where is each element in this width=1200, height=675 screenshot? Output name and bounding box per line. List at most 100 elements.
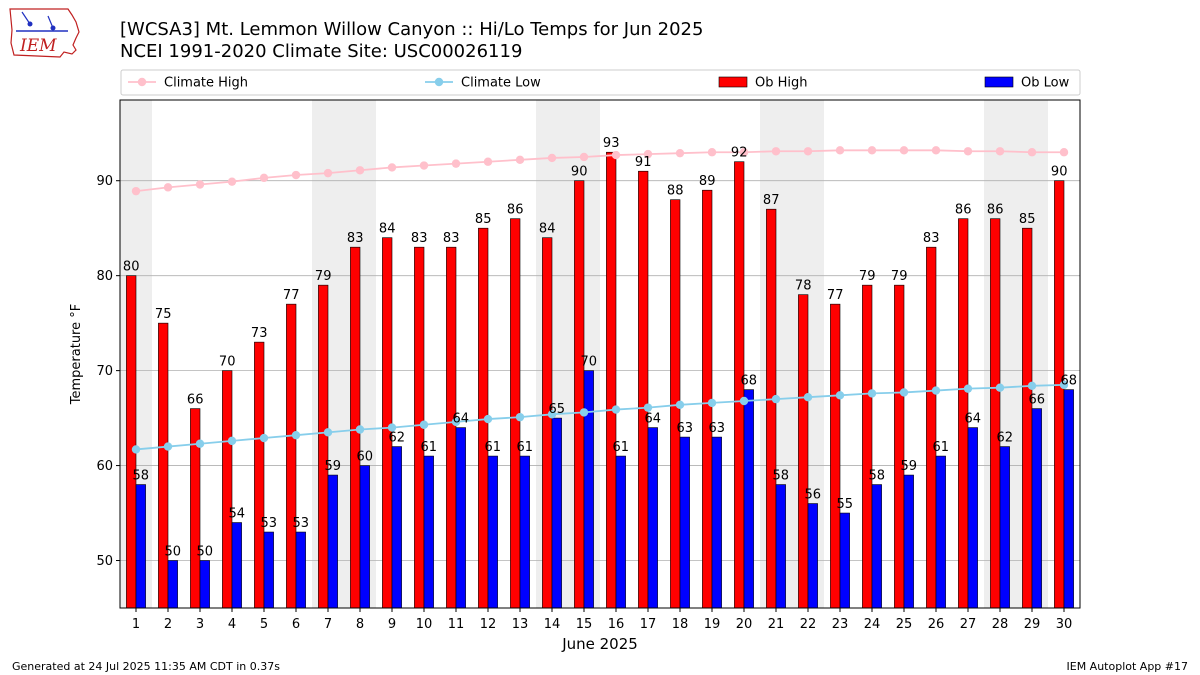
ob-high-label: 85 [475,212,492,227]
ob-low-bar [711,436,722,609]
ob-low-label: 53 [293,516,310,531]
x-tick-label: 18 [672,617,689,632]
ob-high-bar [926,246,937,609]
x-tick-label: 29 [1024,617,1041,632]
ob-low-label: 56 [805,488,822,503]
ob-low-bar [519,455,530,609]
ob-low-label: 59 [901,459,918,474]
ob-low-bar [967,427,978,609]
ob-high-label: 93 [603,136,620,151]
ob-low-label: 62 [389,431,406,446]
climate-low-point [803,393,813,402]
ob-high-label: 73 [251,326,268,341]
ob-low-bar [455,427,466,609]
x-axis-label: June 2025 [561,635,638,653]
climate-high-point [835,146,845,155]
climate-high-point [291,170,301,180]
climate-high-point [419,161,429,170]
climate-low-line [135,383,1065,451]
ob-low-label: 66 [1029,393,1046,408]
climate-high-point [355,166,365,175]
climate-high-point [867,146,877,155]
logo-state-outline [9,8,80,58]
ob-low-bar [615,455,626,609]
x-tick-label: 20 [736,617,753,632]
x-tick-label: 19 [704,617,721,632]
ob-high-label: 85 [1019,212,1036,227]
climate-high-point [323,168,333,178]
ob-low-bar [839,512,850,609]
ob-low-bar [1063,389,1074,609]
ob-high-label: 83 [923,231,940,246]
x-tick-label: 16 [608,617,625,632]
x-tick-label: 30 [1056,617,1073,632]
ob-low-label: 64 [965,412,982,427]
x-tick-label: 3 [196,617,204,632]
ob-low-bar [679,436,690,609]
ob-high-bar [446,246,457,609]
ob-high-label: 77 [283,288,300,303]
ob-low-bar [647,427,658,609]
x-tick-label: 4 [228,617,236,632]
ob-high-label: 75 [155,307,172,322]
climate-high-point [387,163,397,172]
climate-low-point [163,442,173,451]
climate-low-point [259,433,269,443]
ob-low-bar [775,484,786,609]
ob-low-label: 58 [133,469,150,484]
ob-low-bar [903,474,914,609]
ob-high-label: 86 [507,203,524,218]
ob-low-bar [999,446,1010,609]
x-tick-label: 23 [832,617,849,632]
ob-high-label: 88 [667,184,684,199]
climate-high-point [707,148,717,157]
x-tick-label: 28 [992,617,1009,632]
ob-high-label: 70 [219,355,236,370]
ob-low-bar [231,522,242,609]
legend-swatch [434,77,444,87]
ob-low-bar [167,560,178,609]
climate-high-point [739,148,749,157]
ob-high-bar [1022,227,1033,609]
ob-low-bar [263,531,274,609]
ob-high-bar [894,284,905,609]
x-tick-label: 14 [544,617,561,632]
ob-low-label: 61 [933,440,950,455]
legend-label: Ob Low [1021,76,1070,91]
climate-low-point [1027,381,1037,391]
ob-low-label: 53 [261,516,278,531]
climate-high-point [163,183,173,192]
ob-high-label: 83 [443,231,460,246]
logo-text: IEM [19,36,57,56]
climate-high-point [259,173,269,183]
ob-high-label: 90 [1051,165,1068,180]
x-tick-label: 26 [928,617,945,632]
climate-low-point [195,439,205,448]
y-tick-label: 60 [96,459,113,474]
ob-high-bar [126,275,137,609]
x-axis: 1 2 3 4 5 6 7 8 9 10 11 12 13 14 15 16 17 18 19 20 21 22 23 24 2… [132,608,1072,632]
ob-low-label: 65 [549,402,566,417]
chart-subtitle: NCEI 1991-2020 Climate Site: USC00026119 [120,41,522,62]
x-tick-label: 2 [164,617,172,632]
ob-low-bar [327,474,338,609]
ob-high-bar [830,303,841,609]
climate-low-point [643,403,653,412]
ob-high-bar [382,237,393,609]
x-tick-label: 7 [324,617,332,632]
climate-high-point [483,157,493,166]
x-tick-label: 27 [960,617,977,632]
climate-high-point [643,149,653,159]
ob-low-label: 58 [773,469,790,484]
ob-high-label: 66 [187,393,204,408]
ob-low-label: 62 [997,431,1014,446]
legend-swatch [984,76,1014,88]
climate-low-point [451,417,461,427]
ob-low-bar [551,417,562,609]
ob-low-label: 61 [613,440,630,455]
climate-low-point [675,400,685,409]
ob-high-label: 83 [411,231,428,246]
ob-high-bar [798,294,809,609]
ob-high-label: 91 [635,155,652,170]
ob-high-label: 90 [571,165,588,180]
